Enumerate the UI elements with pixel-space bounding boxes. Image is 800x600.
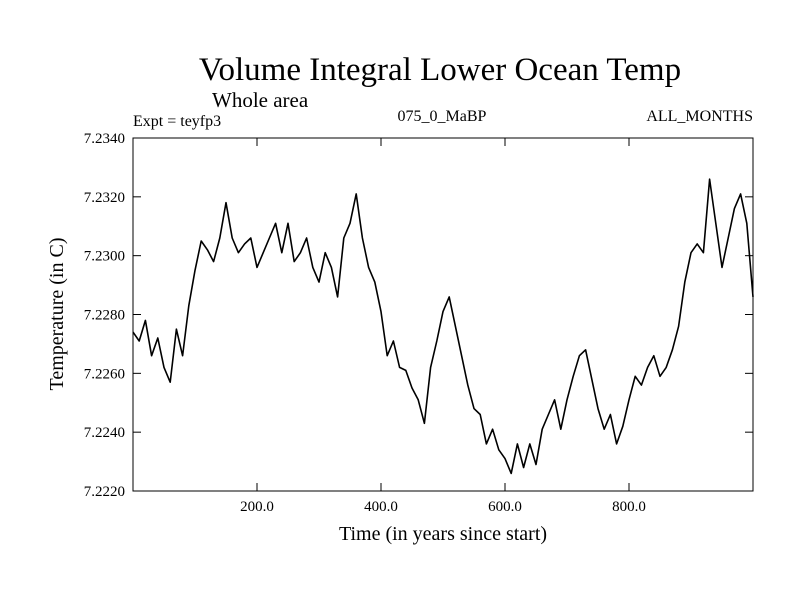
experiment-label: Expt = teyfp3 bbox=[133, 113, 221, 130]
x-tick-label: 600.0 bbox=[488, 499, 522, 515]
axes: 7.2220 7.2240 7.2260 7.2280 7.2300 7.2320 7.23… bbox=[84, 131, 753, 515]
series-layer bbox=[132, 178, 754, 475]
chart-title: Volume Integral Lower Ocean Temp bbox=[199, 52, 681, 88]
y-tick-label: 7.2280 bbox=[84, 308, 125, 324]
series-line bbox=[132, 178, 754, 475]
y-tick-label: 7.2240 bbox=[84, 425, 125, 441]
y-tick-label: 7.2260 bbox=[84, 366, 125, 382]
y-tick-label: 7.2220 bbox=[84, 484, 125, 500]
run-label: 075_0_MaBP bbox=[398, 108, 487, 125]
x-tick-label: 200.0 bbox=[240, 499, 274, 515]
y-tick-label: 7.2300 bbox=[84, 249, 125, 265]
x-axis-label: Time (in years since start) bbox=[339, 523, 547, 545]
y-tick-label: 7.2320 bbox=[84, 190, 125, 206]
months-label: ALL_MONTHS bbox=[646, 108, 753, 125]
plot-frame bbox=[132, 137, 754, 492]
y-axis-label: Temperature (in C) bbox=[46, 238, 68, 391]
x-tick-label: 800.0 bbox=[612, 499, 646, 515]
x-tick-label: 400.0 bbox=[364, 499, 398, 515]
y-tick-label: 7.2340 bbox=[84, 131, 125, 147]
chart-subtitle: Whole area bbox=[212, 88, 309, 112]
